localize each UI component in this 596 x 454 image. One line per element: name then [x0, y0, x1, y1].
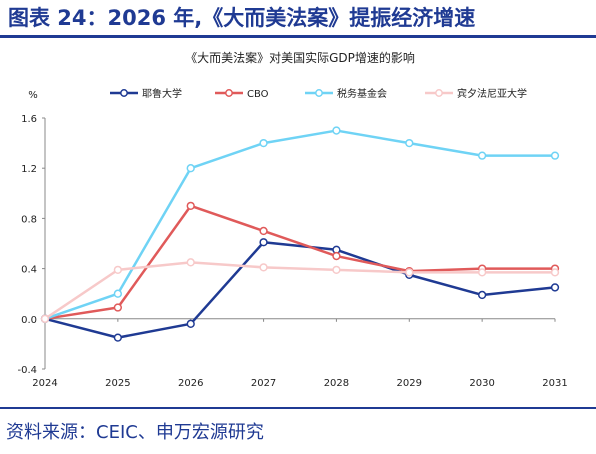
data-point: [186, 164, 195, 173]
legend-swatch-marker: [435, 89, 443, 97]
legend-label: 耶鲁大学: [142, 87, 182, 100]
x-tick-label: 2027: [251, 378, 276, 389]
data-point: [259, 226, 268, 236]
data-point: [405, 138, 414, 148]
data-point: [332, 251, 341, 261]
chart-axes: 1.6 1.2 0.8 0.4 0.0 -0.4 2024 2025 2026 2027 2028 2…: [17, 114, 567, 389]
series-3: [40, 126, 560, 323]
data-point: [405, 268, 414, 277]
x-tick-label: 2028: [324, 378, 349, 389]
figure-title: 图表 24：2026 年,《大而美法案》提振经济增速: [8, 6, 476, 30]
legend-label: 税务基金会: [337, 87, 387, 100]
x-tick-label: 2031: [542, 378, 567, 389]
y-tick-label: 0.8: [21, 214, 37, 225]
y-tick-label: 0.4: [21, 265, 37, 276]
data-point: [259, 138, 268, 148]
data-point: [332, 126, 341, 135]
x-tick-label: 2024: [32, 378, 57, 389]
data-point: [332, 265, 341, 275]
data-point: [113, 289, 123, 298]
x-tick-label: 2029: [397, 378, 422, 389]
y-tick-label: 1.2: [21, 164, 37, 175]
data-point: [113, 333, 123, 342]
series-line: [44, 204, 555, 321]
legend-item: 耶鲁大学: [110, 87, 182, 100]
legend-item: 宾夕法尼亚大学: [425, 87, 527, 100]
data-point: [113, 303, 123, 312]
line-chart: 《大而美法案》对美国实际GDP增速的影响 % 耶鲁大学 CBO 税务基金会 宾夕法尼亚…: [17, 50, 567, 389]
data-point: [550, 268, 560, 277]
chart-legend: 耶鲁大学 CBO 税务基金会 宾夕法尼亚大学: [110, 87, 527, 100]
y-tick-label: 0.0: [21, 315, 37, 326]
data-point: [259, 238, 268, 247]
chart-title: 《大而美法案》对美国实际GDP增速的影响: [185, 50, 415, 65]
series-2: [40, 201, 560, 323]
data-point: [40, 314, 50, 323]
series-line: [44, 261, 555, 320]
legend-label: 宾夕法尼亚大学: [457, 87, 527, 100]
series-layer: [40, 126, 560, 342]
series-line: [44, 129, 555, 320]
data-point: [259, 263, 268, 272]
data-point: [477, 290, 487, 300]
legend-item: CBO: [215, 89, 269, 100]
source-rule: [0, 407, 596, 409]
x-tick-label: 2026: [178, 378, 203, 389]
data-point: [477, 268, 487, 277]
data-point: [186, 201, 195, 211]
legend-label: CBO: [247, 89, 269, 100]
series-4: [40, 258, 560, 323]
data-point: [113, 265, 123, 275]
source-note: 资料来源：CEIC、申万宏源研究: [6, 422, 264, 443]
x-tick-label: 2030: [469, 378, 494, 389]
y-axis-unit: %: [28, 90, 38, 101]
legend-item: 税务基金会: [305, 87, 387, 100]
legend-swatch-marker: [120, 89, 128, 97]
data-point: [186, 258, 195, 267]
title-rule: [0, 35, 596, 38]
y-tick-label: -0.4: [17, 365, 37, 376]
y-tick-label: 1.6: [21, 114, 37, 125]
data-point: [550, 283, 560, 292]
data-point: [550, 151, 560, 160]
data-point: [477, 151, 487, 160]
data-point: [186, 319, 195, 328]
legend-swatch-marker: [225, 89, 233, 97]
legend-swatch-marker: [315, 89, 323, 97]
x-tick-label: 2025: [105, 378, 130, 389]
series-line: [44, 240, 556, 339]
